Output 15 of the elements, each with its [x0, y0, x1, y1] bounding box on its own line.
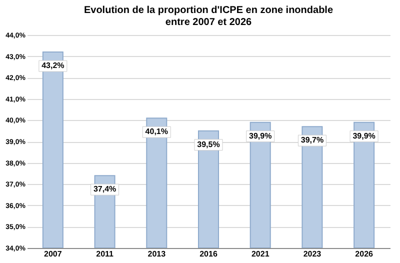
data-label: 39,9% — [352, 131, 376, 140]
data-label: 37,4% — [93, 184, 116, 194]
x-tick-label: 2011 — [96, 250, 114, 258]
x-tick-label: 2023 — [303, 250, 322, 258]
x-tick-label: 2007 — [44, 250, 62, 258]
data-label: 39,7% — [300, 136, 324, 145]
data-label: 39,9% — [249, 131, 272, 140]
x-tick-label: 2026 — [355, 250, 374, 258]
data-label: 43,2% — [42, 61, 64, 70]
chart-title: Evolution de la proportion d'ICPE en zone inondable entre 2007 et 2026 — [84, 5, 334, 28]
data-label: 39,5% — [197, 140, 220, 149]
x-tick-label: 2013 — [148, 250, 166, 258]
x-tick-label: 2016 — [200, 250, 218, 258]
x-tick-label: 2021 — [251, 250, 270, 258]
data-label: 40,1% — [145, 127, 168, 136]
